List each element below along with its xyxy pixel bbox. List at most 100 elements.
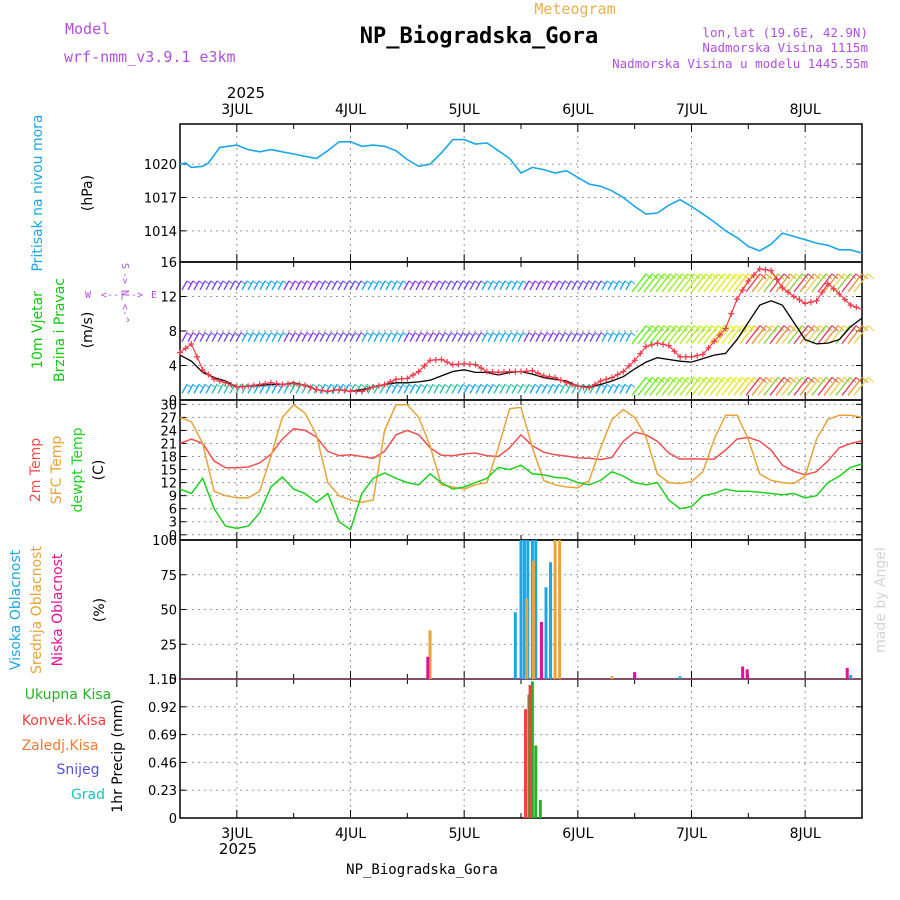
wind-barb bbox=[301, 280, 308, 291]
wind-barb bbox=[559, 280, 566, 291]
wind-barb bbox=[265, 332, 272, 342]
wind-barb bbox=[775, 376, 791, 396]
gust-marker bbox=[688, 353, 695, 360]
wind-barb bbox=[619, 332, 626, 342]
wind-barb bbox=[385, 384, 392, 394]
y-tick-label: 3 bbox=[169, 516, 177, 531]
wind-barb bbox=[475, 332, 482, 342]
wind-barb-flag bbox=[867, 273, 875, 280]
wind-barb bbox=[229, 332, 236, 342]
wind-barb bbox=[751, 273, 767, 293]
wind-barb-flag bbox=[390, 332, 396, 337]
gust-marker bbox=[495, 369, 502, 376]
dir-arrow-down: <- bbox=[119, 304, 130, 316]
wind-barb-flag bbox=[240, 280, 246, 285]
wind-barb-flag bbox=[825, 376, 833, 383]
pressure-unit: (hPa) bbox=[80, 175, 96, 211]
wind-direction-legend: N -> S <- ^ W <--|--> E bbox=[85, 263, 157, 323]
gust-marker bbox=[779, 284, 786, 291]
wind-barb-flag bbox=[444, 332, 450, 337]
wind-barb-flag bbox=[657, 325, 665, 332]
wind-barb bbox=[607, 332, 614, 342]
wind-barb-flag bbox=[282, 280, 288, 285]
wind-barb-flag bbox=[498, 332, 504, 337]
gust-marker bbox=[228, 381, 235, 388]
wind-barb-flag bbox=[336, 332, 342, 337]
wind-barb bbox=[607, 280, 614, 291]
wind-barb bbox=[283, 280, 290, 291]
gust-marker bbox=[716, 331, 723, 338]
wind-barb bbox=[421, 332, 428, 342]
wind-barb-flag bbox=[669, 376, 677, 383]
wind-barb bbox=[367, 332, 374, 342]
wind-barb-flag bbox=[360, 383, 366, 388]
wind-barb-flag bbox=[813, 325, 821, 332]
wind-barb-flag bbox=[849, 273, 857, 280]
wind-barb-flag bbox=[258, 280, 264, 285]
wind-barb bbox=[529, 384, 536, 394]
wind-barb-flag bbox=[300, 280, 306, 285]
wind-barb bbox=[517, 384, 524, 394]
wind-barb bbox=[703, 376, 719, 396]
wind-barb-flag bbox=[564, 383, 570, 388]
wind-barb-flag bbox=[594, 332, 600, 337]
wind-barb bbox=[313, 332, 320, 342]
wind-barb-flag bbox=[855, 376, 863, 383]
wind-barb-flag bbox=[498, 280, 504, 285]
wind-barb-flag bbox=[669, 325, 677, 332]
wind-barb bbox=[379, 280, 386, 291]
wind-barb-flag bbox=[819, 376, 827, 383]
wind-barb bbox=[529, 332, 536, 342]
gust-marker bbox=[444, 359, 451, 366]
wind-barb-flag bbox=[576, 280, 582, 285]
legend-snow: Snijeg bbox=[56, 762, 99, 778]
wind-barb bbox=[781, 325, 797, 345]
wind-barb bbox=[793, 376, 809, 396]
wind-barb bbox=[361, 280, 368, 291]
wind-barb bbox=[643, 376, 659, 396]
wind-barb-flag bbox=[558, 332, 564, 337]
wind-barb-flag bbox=[426, 383, 432, 388]
wind-barb-flag bbox=[759, 325, 767, 332]
wind-barb-flag bbox=[765, 273, 773, 280]
y-tick-label: 50 bbox=[160, 604, 177, 619]
gust-marker bbox=[643, 343, 650, 350]
wind-barb bbox=[535, 384, 542, 394]
wind-barb-flag bbox=[777, 376, 785, 383]
gust-marker bbox=[296, 381, 303, 388]
gust-marker bbox=[461, 360, 468, 367]
wind-barb-flag bbox=[624, 332, 630, 337]
wind-barb bbox=[697, 376, 713, 396]
gust-marker bbox=[790, 293, 797, 300]
wind-barb bbox=[811, 273, 827, 293]
x-tick-label-top: 4JUL bbox=[335, 102, 366, 118]
gust-marker bbox=[279, 381, 286, 388]
wind-barb bbox=[547, 280, 554, 291]
wind-barb bbox=[565, 280, 572, 291]
wind-barb bbox=[751, 376, 767, 396]
gust-marker bbox=[478, 365, 485, 372]
low-cloud-bar bbox=[745, 669, 749, 679]
wind-barb-flag bbox=[645, 325, 653, 332]
wind-barb-flag bbox=[783, 376, 791, 383]
wind-barb-flag bbox=[540, 383, 546, 388]
wind-barb-flag bbox=[711, 325, 719, 332]
wind-barb bbox=[727, 273, 743, 293]
wind-barb-flag bbox=[432, 332, 438, 337]
gust-marker bbox=[847, 302, 854, 309]
wind-barb-flag bbox=[192, 383, 198, 388]
gust-marker bbox=[830, 285, 837, 292]
gust-marker bbox=[398, 375, 405, 382]
wind-barb-flag bbox=[594, 280, 600, 285]
wind-barb bbox=[661, 273, 677, 293]
wind-barb-flag bbox=[825, 325, 833, 332]
dir-n: N bbox=[119, 290, 130, 296]
wind-barb-flag bbox=[366, 332, 372, 337]
x-tick-label-top: 7JUL bbox=[676, 102, 707, 118]
wind-barb-flag bbox=[789, 325, 797, 332]
wind-barb bbox=[421, 384, 428, 394]
mid-cloud-bar bbox=[610, 676, 614, 679]
wind-barb bbox=[613, 384, 620, 394]
wind-barb-flag bbox=[693, 376, 701, 383]
gust-marker bbox=[336, 386, 343, 393]
